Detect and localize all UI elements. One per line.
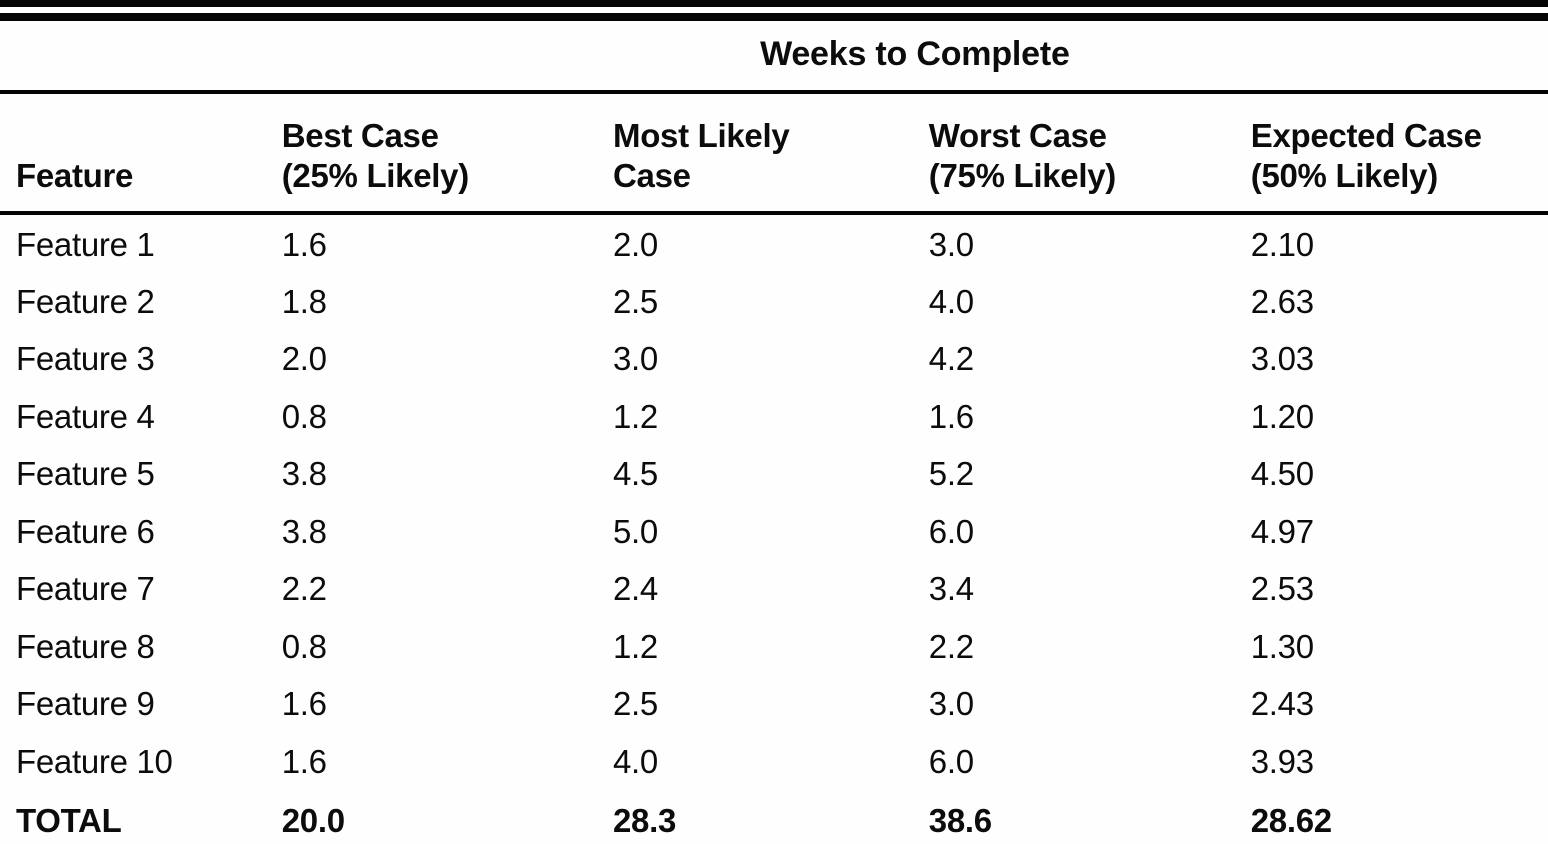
cell-most: 1.2 bbox=[613, 397, 658, 435]
column-header-worst: Worst Case (75% Likely) bbox=[928, 92, 1251, 215]
table-row: Feature 5 3.8 4.5 5.2 4.50 bbox=[0, 443, 1548, 501]
cell-worst: 1.6 bbox=[928, 397, 974, 435]
cell-best: 1.6 bbox=[281, 685, 327, 723]
table-row: Feature 4 0.8 1.2 1.6 1.20 bbox=[0, 385, 1548, 443]
top-rule-inner bbox=[0, 13, 1548, 21]
cell-best: 3.8 bbox=[281, 455, 327, 493]
cell-feature: Feature 5 bbox=[16, 455, 155, 493]
total-worst: 38.6 bbox=[928, 801, 992, 839]
table-row: Feature 10 1.6 4.0 6.0 3.93 bbox=[0, 730, 1548, 788]
cell-feature: Feature 4 bbox=[16, 397, 155, 435]
estimation-table: Weeks to Complete Feature Best Case (25%… bbox=[0, 21, 1548, 844]
cell-best: 1.8 bbox=[281, 282, 327, 320]
cell-best: 1.6 bbox=[281, 226, 327, 264]
table-row: Feature 9 1.6 2.5 3.0 2.43 bbox=[0, 673, 1548, 731]
cell-feature: Feature 2 bbox=[16, 282, 155, 320]
cell-feature: Feature 1 bbox=[16, 226, 155, 264]
total-best: 20.0 bbox=[281, 801, 345, 839]
cell-worst: 6.0 bbox=[928, 742, 974, 780]
cell-worst: 3.0 bbox=[928, 685, 974, 723]
total-row: TOTAL 20.0 28.3 38.6 28.62 bbox=[0, 788, 1548, 844]
cell-expected: 2.10 bbox=[1250, 226, 1314, 264]
cell-worst: 4.2 bbox=[928, 340, 974, 378]
cell-expected: 3.93 bbox=[1250, 742, 1314, 780]
cell-feature: Feature 6 bbox=[16, 512, 155, 550]
cell-most: 1.2 bbox=[613, 627, 658, 665]
table-row: Feature 6 3.8 5.0 6.0 4.97 bbox=[0, 500, 1548, 558]
cell-most: 2.4 bbox=[613, 570, 658, 608]
column-header-best: Best Case (25% Likely) bbox=[281, 92, 613, 215]
cell-most: 2.5 bbox=[613, 282, 658, 320]
cell-feature: Feature 8 bbox=[16, 627, 155, 665]
cell-worst: 3.0 bbox=[928, 226, 974, 264]
cell-most: 4.5 bbox=[613, 455, 658, 493]
cell-best: 1.6 bbox=[281, 742, 327, 780]
cell-best: 2.2 bbox=[281, 570, 327, 608]
top-rule-outer bbox=[0, 0, 1548, 7]
column-header-feature: Feature bbox=[0, 92, 282, 215]
cell-most: 2.0 bbox=[613, 226, 658, 264]
cell-best: 3.8 bbox=[281, 512, 327, 550]
span-header-row: Weeks to Complete bbox=[0, 21, 1548, 94]
cell-expected: 1.20 bbox=[1250, 397, 1314, 435]
table-row: Feature 2 1.8 2.5 4.0 2.63 bbox=[0, 270, 1548, 328]
cell-expected: 4.50 bbox=[1250, 455, 1314, 493]
column-header-most: Most Likely Case bbox=[613, 92, 929, 215]
cell-best: 0.8 bbox=[281, 397, 327, 435]
span-header-spacer bbox=[0, 21, 282, 94]
cell-worst: 6.0 bbox=[928, 512, 974, 550]
table-row: Feature 3 2.0 3.0 4.2 3.03 bbox=[0, 328, 1548, 386]
table-row: Feature 7 2.2 2.4 3.4 2.53 bbox=[0, 558, 1548, 616]
total-label: TOTAL bbox=[16, 801, 122, 839]
cell-most: 5.0 bbox=[613, 512, 658, 550]
cell-expected: 1.30 bbox=[1250, 627, 1314, 665]
table-row: Feature 1 1.6 2.0 3.0 2.10 bbox=[0, 213, 1548, 271]
cell-most: 4.0 bbox=[613, 742, 658, 780]
column-header-expected: Expected Case (50% Likely) bbox=[1250, 92, 1548, 215]
cell-most: 3.0 bbox=[613, 340, 658, 378]
cell-feature: Feature 10 bbox=[16, 742, 173, 780]
cell-expected: 2.53 bbox=[1250, 570, 1314, 608]
cell-worst: 4.0 bbox=[928, 282, 974, 320]
cell-best: 2.0 bbox=[281, 340, 327, 378]
cell-feature: Feature 7 bbox=[16, 570, 155, 608]
cell-best: 0.8 bbox=[281, 627, 327, 665]
cell-feature: Feature 3 bbox=[16, 340, 155, 378]
cell-expected: 2.43 bbox=[1250, 685, 1314, 723]
cell-feature: Feature 9 bbox=[16, 685, 155, 723]
column-header-row: Feature Best Case (25% Likely) Most Like… bbox=[0, 92, 1548, 215]
cell-expected: 2.63 bbox=[1250, 282, 1314, 320]
cell-most: 2.5 bbox=[613, 685, 658, 723]
span-header-weeks-to-complete: Weeks to Complete bbox=[281, 21, 1548, 94]
cell-worst: 3.4 bbox=[928, 570, 974, 608]
total-expected: 28.62 bbox=[1250, 801, 1332, 839]
cell-worst: 2.2 bbox=[928, 627, 974, 665]
total-most-likely: 28.3 bbox=[613, 801, 677, 839]
table-row: Feature 8 0.8 1.2 2.2 1.30 bbox=[0, 615, 1548, 673]
cell-expected: 3.03 bbox=[1250, 340, 1314, 378]
cell-worst: 5.2 bbox=[928, 455, 974, 493]
cell-expected: 4.97 bbox=[1250, 512, 1314, 550]
